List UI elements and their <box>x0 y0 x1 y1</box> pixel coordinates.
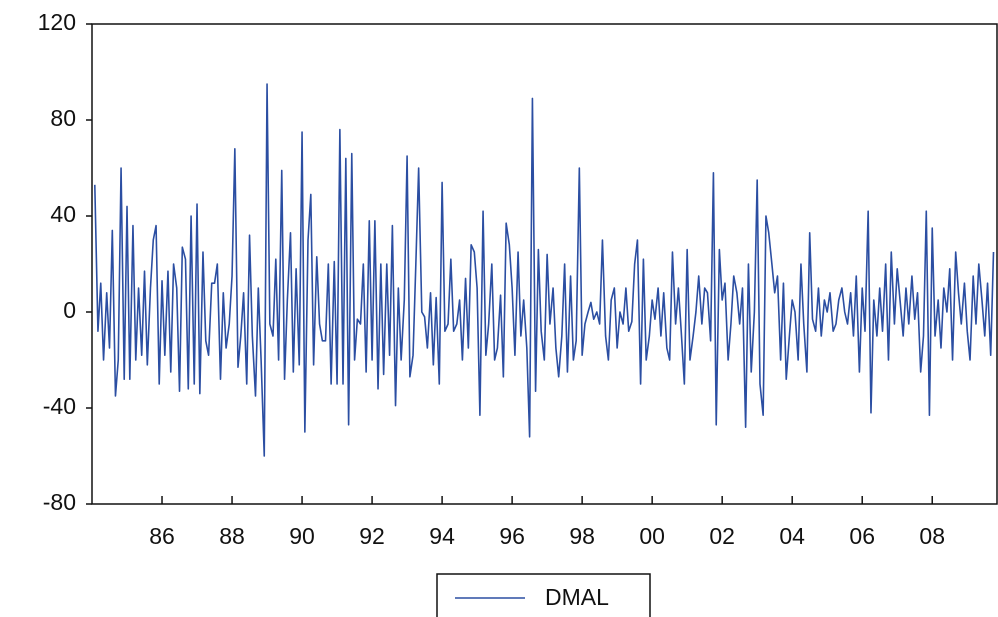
y-tick-label: 40 <box>50 201 76 227</box>
x-tick-label: 94 <box>429 523 455 549</box>
legend-label: DMAL <box>545 584 609 610</box>
x-tick-label: 06 <box>849 523 875 549</box>
x-tick-label: 00 <box>639 523 665 549</box>
x-tick-label: 88 <box>219 523 245 549</box>
x-tick-label: 86 <box>149 523 175 549</box>
y-tick-label: 120 <box>38 9 76 35</box>
y-tick-label: -80 <box>43 489 76 515</box>
x-tick-label: 98 <box>569 523 595 549</box>
x-tick-label: 04 <box>779 523 805 549</box>
y-tick-label: 0 <box>63 297 76 323</box>
legend-box <box>436 573 651 617</box>
x-tick-label: 92 <box>359 523 385 549</box>
x-tick-label: 02 <box>709 523 735 549</box>
x-tick-label: 08 <box>919 523 945 549</box>
data-line <box>94 83 995 457</box>
plot-frame <box>91 23 998 505</box>
x-tick-label: 90 <box>289 523 315 549</box>
y-tick-label: -40 <box>43 393 76 419</box>
y-tick-label: 80 <box>50 105 76 131</box>
x-tick-label: 96 <box>499 523 525 549</box>
